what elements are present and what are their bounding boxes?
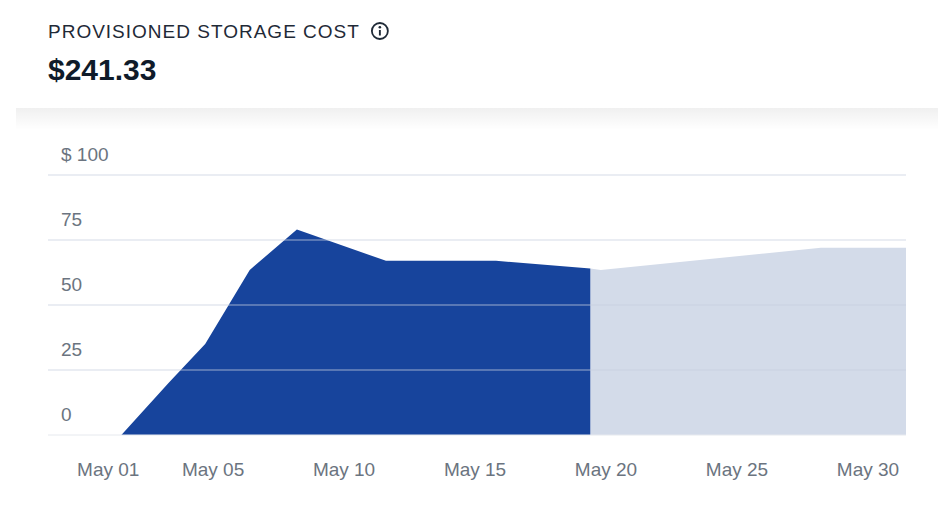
y-tick-label: 75	[61, 209, 82, 230]
title: PROVISIONED STORAGE COST	[48, 21, 360, 42]
y-tick-label: 25	[61, 339, 82, 360]
y-tick-label: 50	[61, 274, 82, 295]
areas	[121, 230, 906, 435]
total-value: $241.33	[48, 53, 156, 86]
x-tick-label: May 15	[444, 459, 506, 480]
area-series-1	[590, 248, 906, 435]
x-axis-line	[48, 435, 906, 436]
header-shadow	[16, 108, 938, 130]
info-icon	[372, 23, 388, 39]
x-tick-label: May 01	[77, 459, 139, 480]
grid-line	[48, 304, 906, 306]
y-tick-label: 0	[61, 404, 72, 425]
x-tick-label: May 05	[182, 459, 244, 480]
page: {"chart_data": {"type": "area", "title":…	[0, 0, 938, 516]
background	[0, 0, 938, 516]
x-tick-label: May 10	[313, 459, 375, 480]
grid-line	[48, 369, 906, 371]
info-stem	[379, 30, 381, 36]
x-tick-labels: May 01 May 05 May 10 May 15 May 20 May 25 May …	[77, 459, 899, 480]
info-dot	[379, 26, 382, 29]
grid-line	[48, 174, 906, 176]
area-series-0	[121, 230, 590, 435]
x-tick-label: May 30	[837, 459, 899, 480]
info-circle	[372, 23, 388, 39]
x-tick-label: May 20	[575, 459, 637, 480]
x-tick-label: May 25	[706, 459, 768, 480]
y-tick-labels: 0 25 50 75 $ 100	[61, 144, 109, 425]
chart: PROVISIONED STORAGE COST $241.33 0 25 50 75 $ …	[0, 0, 938, 516]
y-tick-label: $ 100	[61, 144, 109, 165]
grid-line	[48, 239, 906, 241]
grid	[48, 175, 906, 370]
